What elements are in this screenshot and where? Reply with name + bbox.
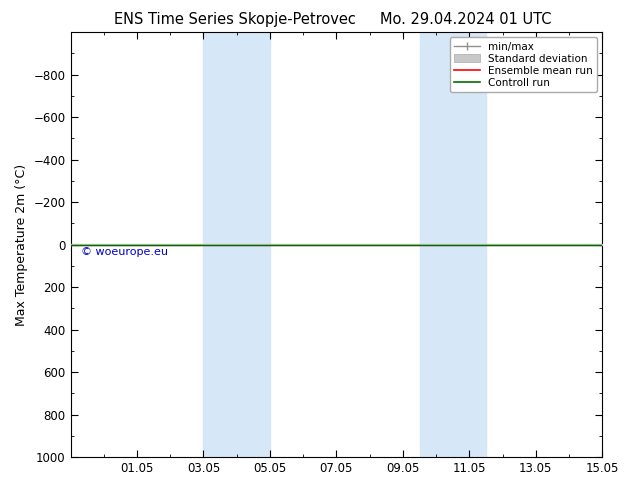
Y-axis label: Max Temperature 2m (°C): Max Temperature 2m (°C) [15,164,28,326]
Bar [420,32,486,457]
Text: © woeurope.eu: © woeurope.eu [81,247,168,257]
Text: ENS Time Series Skopje-Petrovec: ENS Time Series Skopje-Petrovec [114,12,356,27]
Bar [204,32,270,457]
Text: Mo. 29.04.2024 01 UTC: Mo. 29.04.2024 01 UTC [380,12,552,27]
Legend: min/max, Standard deviation, Ensemble mean run, Controll run: min/max, Standard deviation, Ensemble me… [450,37,597,92]
